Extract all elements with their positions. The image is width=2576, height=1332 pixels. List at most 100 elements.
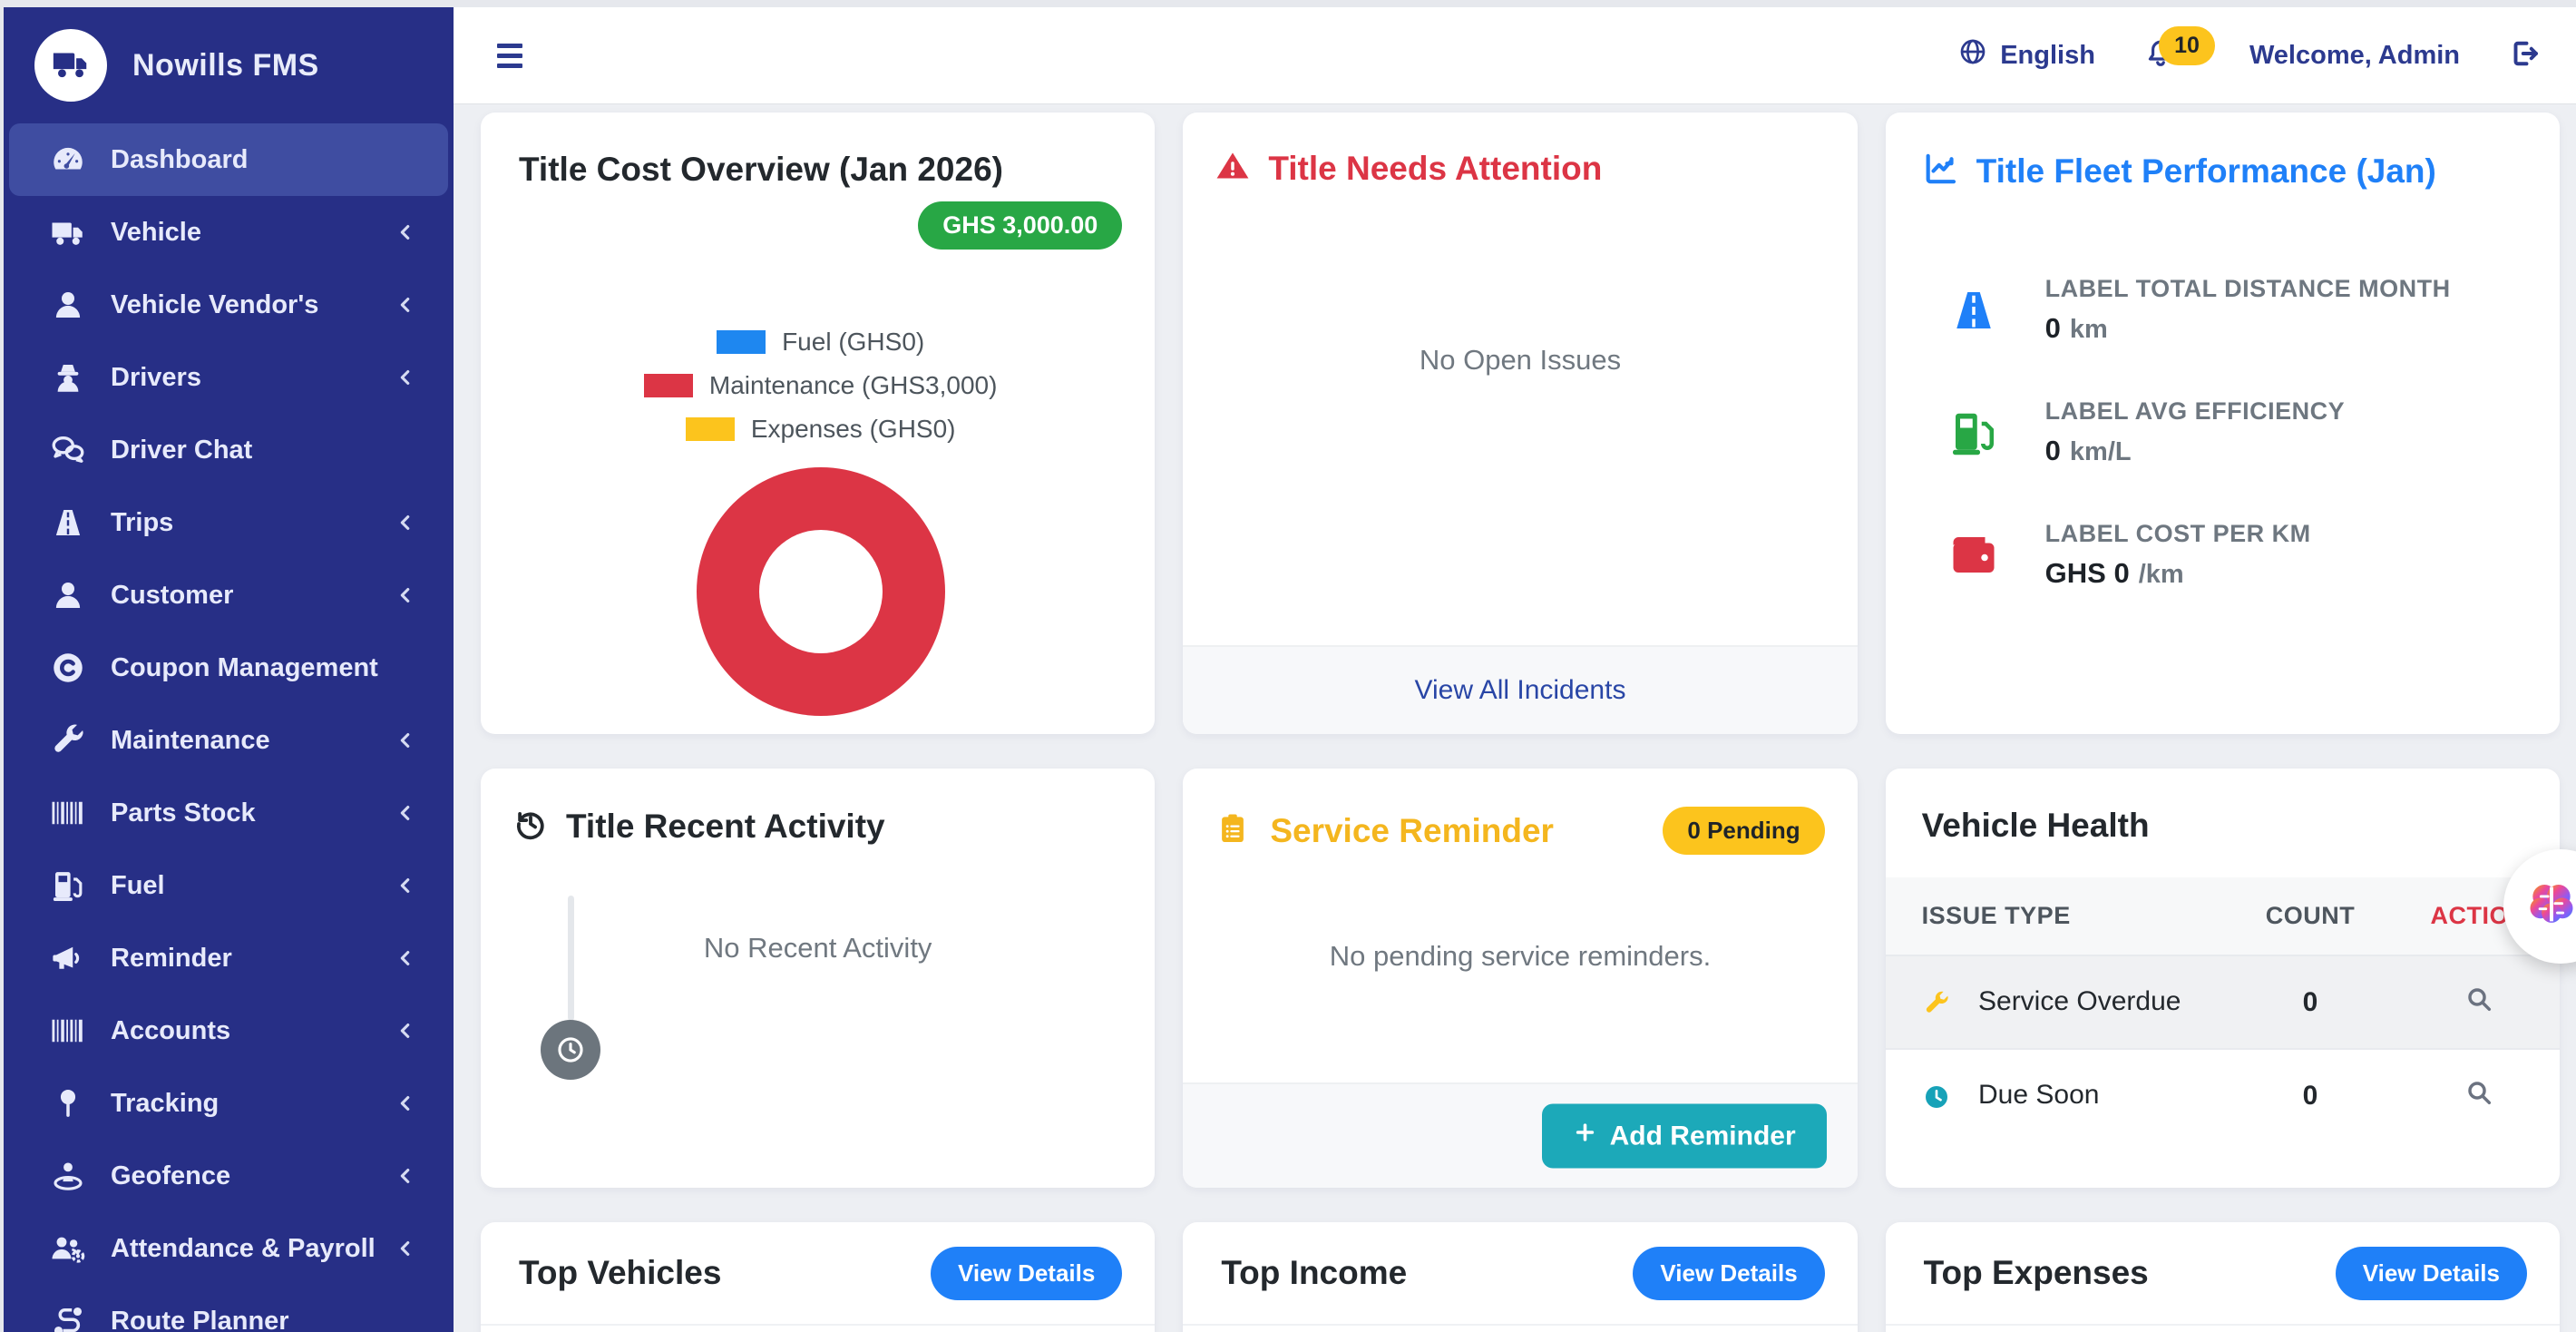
- sidebar-item-fuel[interactable]: Fuel: [9, 849, 448, 922]
- chevron-left-icon: [395, 730, 415, 750]
- chevron-left-icon: [395, 222, 415, 242]
- language-selector[interactable]: English: [1958, 37, 2095, 73]
- chart-legend: Fuel (GHS0) Maintenance (GHS3,000) Expen…: [519, 328, 1122, 444]
- route-icon: [47, 1300, 89, 1332]
- clock-icon: [541, 1020, 600, 1080]
- sidebar-item-reminder[interactable]: Reminder: [9, 922, 448, 994]
- sidebar-item-route-planner[interactable]: Route Planner: [9, 1285, 448, 1332]
- cost-overview-title: Title Cost Overview (Jan 2026): [519, 151, 1003, 188]
- sidebar-item-label: Vehicle: [111, 217, 201, 247]
- recent-activity-title: Title Recent Activity: [566, 807, 885, 845]
- no-recent-activity-text: No Recent Activity: [703, 932, 932, 964]
- sidebar-item-label: Coupon Management: [111, 652, 378, 682]
- clipboard-list-icon: [1215, 811, 1250, 850]
- sidebar-item-trips[interactable]: Trips: [9, 486, 448, 559]
- clock-icon: [1922, 1082, 1951, 1112]
- globe-icon: [1958, 37, 1987, 73]
- road-icon: [1944, 280, 2004, 340]
- chevron-left-icon: [395, 948, 415, 968]
- top-income-header: Top Income View Details: [1183, 1222, 1858, 1326]
- service-reminder-header: Service Reminder 0 Pending: [1215, 807, 1825, 855]
- metric-cost-per-km: LABEL COST PER KM GHS 0/km: [1944, 520, 2527, 590]
- table-row: Due Soon 0: [1885, 1048, 2560, 1141]
- brand-name: Nowills FMS: [132, 47, 319, 83]
- search-action-button[interactable]: [2459, 1077, 2499, 1111]
- recent-activity-card: Title Recent Activity No Recent Activity: [481, 769, 1156, 1188]
- cost-total-badge: GHS 3,000.00: [918, 201, 1123, 250]
- dashboard-content: Title Cost Overview (Jan 2026) GHS 3,000…: [454, 103, 2576, 1332]
- sidebar-item-customer[interactable]: Customer: [9, 559, 448, 632]
- wallet-icon: [1944, 525, 2004, 585]
- chevron-left-icon: [395, 1239, 415, 1259]
- sidebar-item-dashboard[interactable]: Dashboard: [9, 123, 448, 196]
- legend-item-fuel[interactable]: Fuel (GHS0): [717, 328, 924, 357]
- sidebar-item-label: Route Planner: [111, 1306, 289, 1332]
- top-expenses-card: Top Expenses View Details: [1885, 1222, 2560, 1332]
- sidebar-item-driver-chat[interactable]: Driver Chat: [9, 414, 448, 486]
- donut-chart: [696, 467, 945, 716]
- service-reminder-footer: Add Reminder: [1183, 1082, 1858, 1188]
- view-details-button[interactable]: View Details: [931, 1246, 1123, 1300]
- truck-logo-icon: [50, 43, 92, 89]
- hamburger-menu-icon[interactable]: [497, 43, 522, 68]
- count-header: COUNT: [2222, 877, 2398, 955]
- fleet-metrics: LABEL TOTAL DISTANCE MONTH 0 km LABEL AVG…: [1922, 275, 2527, 590]
- user-icon: [47, 574, 89, 616]
- fleet-performance-header: Title Fleet Performance (Jan): [1922, 151, 2527, 191]
- legend-label: Expenses (GHS0): [750, 415, 956, 443]
- view-all-incidents-link[interactable]: View All Incidents: [1414, 675, 1626, 705]
- barcode-icon: [47, 792, 89, 834]
- view-details-button[interactable]: View Details: [2335, 1246, 2527, 1300]
- truck-icon: [47, 211, 89, 253]
- sidebar-item-drivers[interactable]: Drivers: [9, 341, 448, 414]
- sidebar-nav: Dashboard Vehicle Vehicle Vendor's: [4, 123, 454, 1332]
- sidebar-item-label: Driver Chat: [111, 435, 253, 465]
- search-action-button[interactable]: [2459, 984, 2499, 1017]
- donut-chart-area: [519, 467, 1122, 716]
- notifications-button[interactable]: 10: [2144, 25, 2215, 74]
- welcome-label: Welcome, Admin: [2249, 40, 2460, 70]
- users-gear-icon: [47, 1228, 89, 1269]
- sidebar-item-attendance-payroll[interactable]: Attendance & Payroll: [9, 1212, 448, 1285]
- top-income-title: Top Income: [1221, 1254, 1408, 1291]
- sidebar-item-accounts[interactable]: Accounts: [9, 994, 448, 1067]
- geofence-icon: [47, 1155, 89, 1197]
- needs-attention-title: Title Needs Attention: [1268, 149, 1603, 187]
- view-details-button[interactable]: View Details: [1633, 1246, 1825, 1300]
- notification-count-badge: 10: [2159, 25, 2215, 65]
- recent-activity-header: Title Recent Activity: [513, 807, 1122, 846]
- sidebar-item-parts-stock[interactable]: Parts Stock: [9, 777, 448, 849]
- chevron-left-icon: [395, 876, 415, 896]
- sidebar-item-label: Maintenance: [111, 725, 270, 755]
- sidebar-item-tracking[interactable]: Tracking: [9, 1067, 448, 1140]
- chart-line-icon: [1922, 151, 1958, 191]
- legend-item-maintenance[interactable]: Maintenance (GHS3,000): [643, 371, 997, 400]
- sidebar-item-maintenance[interactable]: Maintenance: [9, 704, 448, 777]
- warning-triangle-icon: [1215, 149, 1250, 188]
- driver-icon: [47, 357, 89, 398]
- topbar: English 10 Welcome, Admin: [454, 7, 2576, 103]
- sidebar-item-vehicle[interactable]: Vehicle: [9, 196, 448, 269]
- welcome-user[interactable]: Welcome, Admin: [2249, 41, 2460, 71]
- service-reminder-title: Service Reminder: [1270, 811, 1554, 849]
- needs-attention-header: Title Needs Attention: [1215, 149, 1824, 188]
- top-vehicles-title: Top Vehicles: [519, 1254, 722, 1291]
- top-vehicles-header: Top Vehicles View Details: [481, 1222, 1156, 1326]
- logout-button[interactable]: [2509, 37, 2542, 74]
- sidebar-item-coupon-management[interactable]: Coupon Management: [9, 632, 448, 704]
- sidebar-item-label: Parts Stock: [111, 798, 256, 828]
- fleet-performance-title: Title Fleet Performance (Jan): [1976, 152, 2436, 190]
- sidebar-item-geofence[interactable]: Geofence: [9, 1140, 448, 1212]
- barcode-icon: [47, 1010, 89, 1052]
- wrench-icon: [47, 720, 89, 761]
- add-reminder-button[interactable]: Add Reminder: [1541, 1103, 1827, 1169]
- action-cell: [2397, 1048, 2560, 1141]
- sidebar-item-label: Geofence: [111, 1161, 231, 1190]
- chevron-left-icon: [395, 1166, 415, 1186]
- needs-attention-card: Title Needs Attention No Open Issues Vie…: [1183, 113, 1858, 734]
- sidebar-item-vehicle-vendors[interactable]: Vehicle Vendor's: [9, 269, 448, 341]
- legend-item-expenses[interactable]: Expenses (GHS0): [685, 415, 956, 444]
- brain-icon: [2523, 877, 2576, 937]
- top-expenses-title: Top Expenses: [1923, 1254, 2149, 1291]
- sidebar-item-label: Fuel: [111, 870, 165, 900]
